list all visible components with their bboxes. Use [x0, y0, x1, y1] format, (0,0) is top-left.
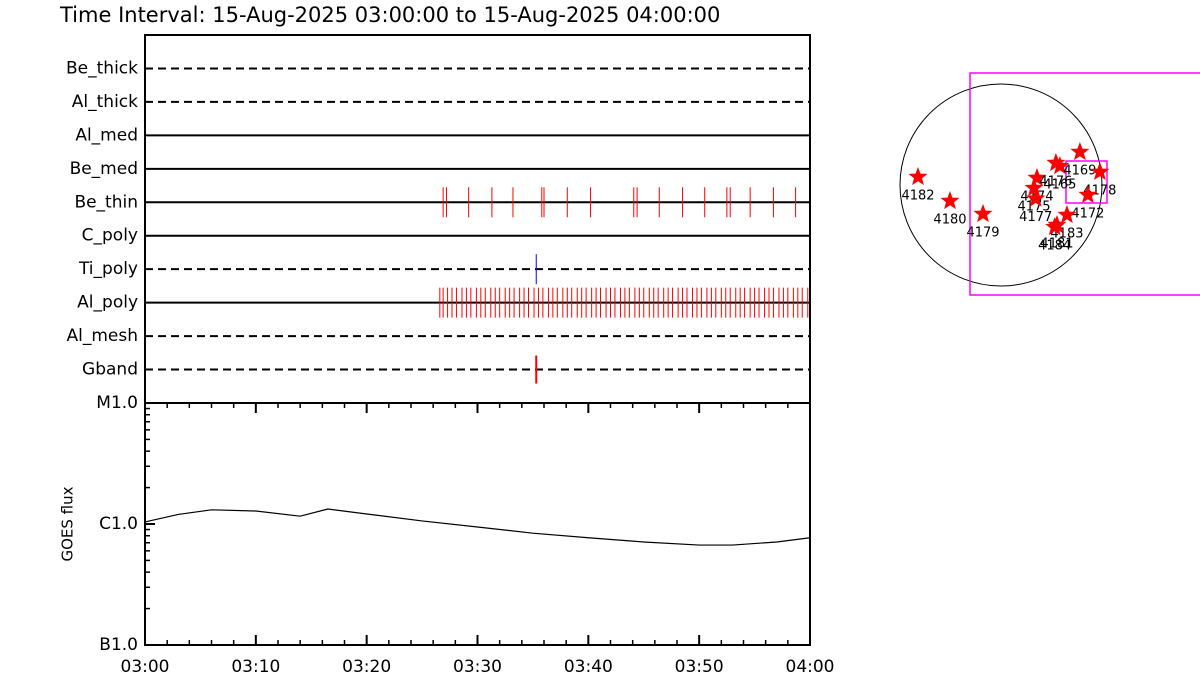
- region-label: 4180: [933, 212, 966, 227]
- row-label: Al_med: [75, 125, 138, 145]
- active-region: [1046, 153, 1066, 172]
- active-region: [1027, 168, 1047, 186]
- x-tick-label: 04:00: [786, 657, 835, 677]
- active-region: [973, 204, 993, 223]
- region-label: 4179: [966, 226, 999, 241]
- active-region: [908, 167, 928, 186]
- region-label: 4181: [1040, 236, 1073, 251]
- region-label: 4184: [1038, 239, 1071, 254]
- timeline-frame: [144, 34, 811, 404]
- row-label: Gband: [82, 360, 138, 380]
- active-region: [1078, 185, 1098, 204]
- row-label: Al_thick: [72, 92, 138, 112]
- x-tick-label: 03:00: [121, 657, 170, 677]
- y-tick-label: M1.0: [96, 393, 138, 413]
- x-tick-label: 03:30: [453, 657, 502, 677]
- row-label: Al_mesh: [66, 326, 138, 346]
- solar-disk: [899, 83, 1103, 287]
- row-label: Be_thin: [74, 192, 138, 212]
- active-region: [1024, 178, 1044, 197]
- x-tick-label: 03:10: [231, 657, 280, 677]
- fov-box: [969, 72, 1200, 296]
- y-tick-label: C1.0: [99, 514, 138, 534]
- chart-title: Time Interval: 15-Aug-2025 03:00:00 to 1…: [59, 3, 720, 27]
- active-region: [1057, 205, 1077, 224]
- active-region: [940, 191, 960, 210]
- active-region: [1045, 217, 1065, 236]
- row-label: Ti_poly: [78, 259, 138, 279]
- x-tick-label: 03:20: [342, 657, 391, 677]
- region-label: 4169: [1063, 163, 1096, 178]
- goes-curve: [144, 508, 811, 546]
- y-tick-label: B1.0: [99, 635, 138, 655]
- active-region: [1050, 156, 1070, 175]
- row-label: Be_med: [70, 159, 138, 179]
- x-tick-label: 03:50: [675, 657, 724, 677]
- active-region: [1090, 162, 1110, 180]
- y-axis-label: GOES flux: [59, 486, 77, 561]
- x-tick-label: 03:40: [564, 657, 613, 677]
- row-label: Be_thick: [66, 58, 138, 78]
- region-label: 4182: [901, 189, 934, 204]
- fov-box-small: [1065, 160, 1108, 204]
- region-label: 4175: [1017, 200, 1050, 215]
- row-label: Al_poly: [77, 293, 138, 313]
- active-region: [1070, 142, 1090, 161]
- active-region: [1026, 188, 1046, 207]
- row-label: C_poly: [82, 226, 138, 246]
- region-label: 4177: [1019, 210, 1052, 225]
- region-label: 4172: [1071, 206, 1104, 221]
- region-label: 4176: [1039, 175, 1072, 190]
- region-label: 4165: [1043, 178, 1076, 193]
- goes-frame: [144, 402, 811, 646]
